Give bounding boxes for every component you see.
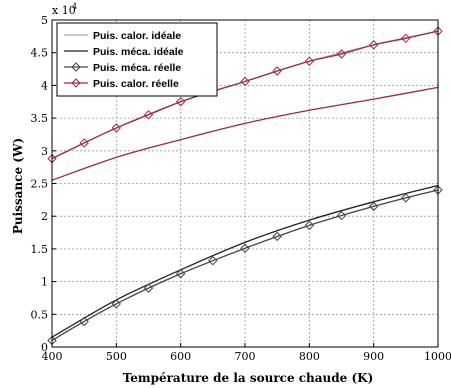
- data-point-marker: [111, 123, 122, 133]
- legend-label: Puis. calor. réelle: [93, 78, 179, 90]
- data-point-marker: [111, 299, 122, 309]
- x-tick-label: 500: [106, 350, 127, 363]
- legend-label: Puis. calor. idéale: [93, 30, 181, 42]
- y-tick-label: 2: [41, 210, 48, 223]
- y-tick-label: 0: [41, 341, 48, 354]
- data-point-marker: [175, 269, 186, 279]
- legend-item: Puis. calor. idéale: [64, 30, 181, 42]
- y-tick-label: 4: [41, 79, 48, 92]
- x-tick-label: 400: [42, 350, 63, 363]
- legend-swatch-marker: [71, 62, 81, 72]
- data-point-marker: [401, 193, 411, 203]
- x-tick-label: 700: [235, 350, 256, 363]
- unlabeled-series-0: [51, 86, 439, 181]
- data-point-marker: [304, 220, 315, 231]
- y-tick-label: 1: [41, 276, 48, 289]
- data-point-marker: [79, 316, 89, 327]
- data-point-marker: [143, 110, 154, 120]
- data-point-marker: [143, 283, 154, 293]
- series-line-3: [51, 30, 439, 160]
- data-point-marker: [208, 255, 218, 266]
- series-line-2: [51, 189, 439, 342]
- data-point-marker: [368, 40, 379, 50]
- y-tick-label: 0.5: [31, 308, 49, 321]
- legend-item: Puis. méca. réelle: [64, 62, 181, 74]
- data-point-marker: [336, 49, 347, 59]
- y-tick-label: 1.5: [31, 243, 49, 256]
- data-point-marker: [336, 210, 347, 221]
- y-tick-label: 3: [41, 145, 48, 158]
- data-point-marker: [368, 201, 379, 212]
- y-multiplier-exponent: 4: [72, 2, 77, 11]
- legend-label: Puis. méca. réelle: [93, 62, 181, 74]
- data-point-marker: [240, 76, 250, 87]
- legend-item: Puis. calor. réelle: [64, 78, 179, 90]
- data-point-marker: [79, 138, 89, 148]
- x-tick-label: 800: [299, 350, 320, 363]
- y-tick-label: 5: [41, 14, 48, 27]
- data-point-marker: [304, 56, 315, 66]
- data-point-marker: [240, 243, 250, 253]
- x-tick-label: 1000: [424, 350, 451, 363]
- curves: [47, 26, 443, 346]
- legend: Puis. calor. idéale Puis. méca. idéale Pui…: [56, 22, 218, 97]
- y-tick-label: 2.5: [31, 178, 49, 191]
- data-point-marker: [272, 231, 282, 242]
- y-axis-label: Puissance (W): [11, 138, 25, 234]
- x-tick-label: 600: [170, 350, 191, 363]
- axis-ticks: 400 500 600 700 800 900 1000 0 0.5 1 1.5 2 2.5 3 3.5 4 4…: [31, 14, 451, 363]
- data-point-marker: [175, 97, 186, 107]
- unlabeled-line-0: [51, 86, 439, 181]
- x-axis-label: Température de la source chaude (K): [123, 371, 374, 385]
- y-tick-label: 3.5: [31, 112, 49, 125]
- legend-item: Puis. méca. idéale: [64, 46, 184, 58]
- legend-label: Puis. méca. idéale: [93, 46, 184, 58]
- y-tick-label: 4.5: [31, 47, 49, 60]
- data-point-marker: [401, 33, 411, 44]
- x-tick-label: 900: [363, 350, 384, 363]
- y-multiplier-base: x 10: [52, 4, 76, 17]
- data-point-marker: [272, 66, 282, 76]
- series-series-2: [47, 185, 443, 346]
- legend-items: Puis. calor. idéale Puis. méca. idéale Pui…: [64, 30, 184, 90]
- legend-swatch-marker: [71, 78, 81, 88]
